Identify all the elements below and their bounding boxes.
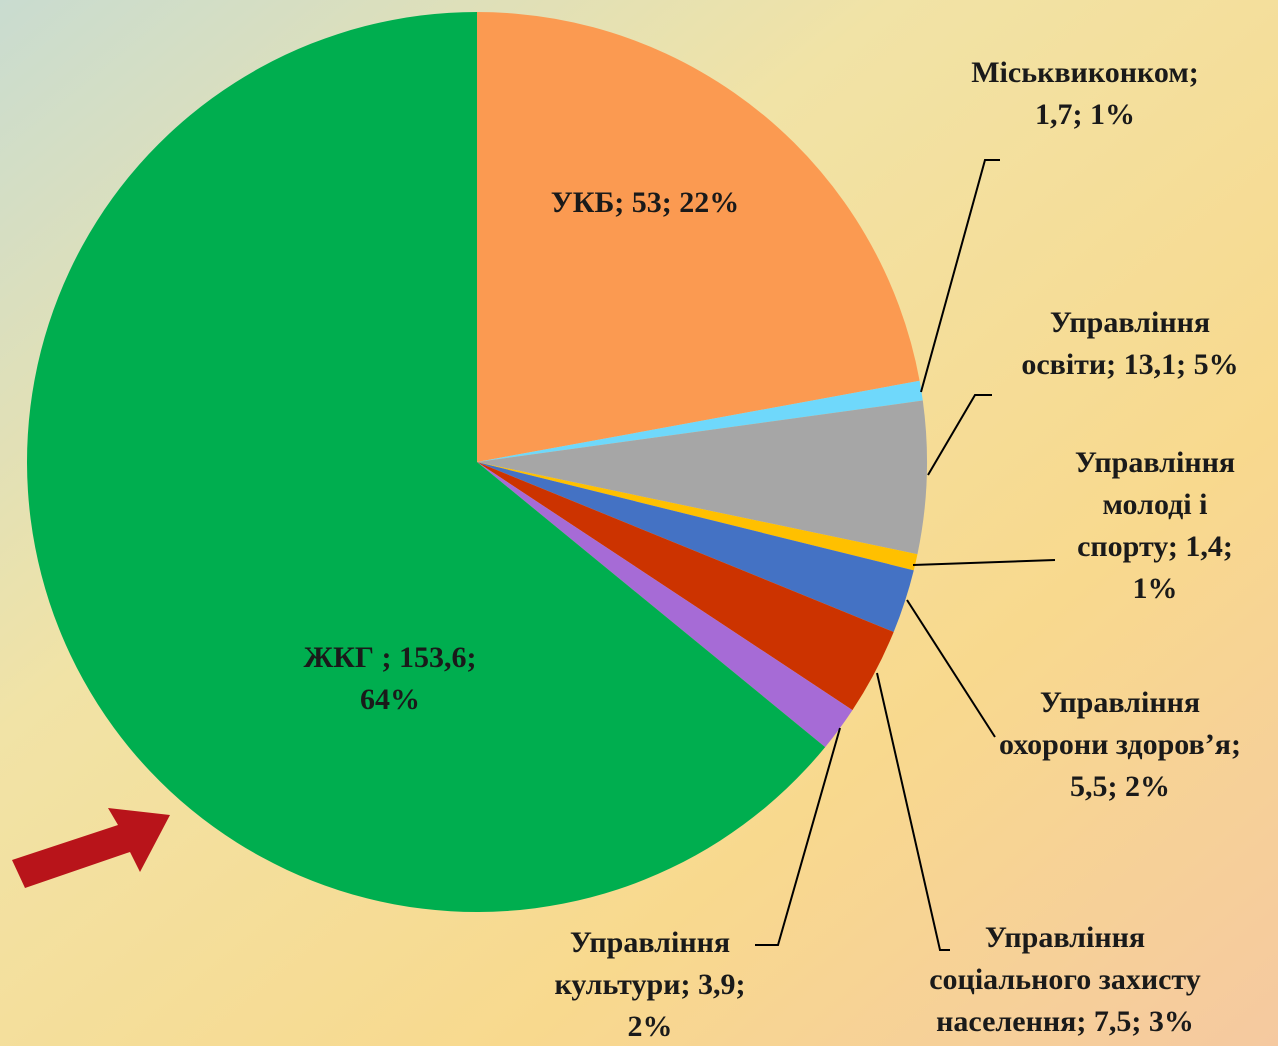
leader-line	[927, 394, 992, 476]
data-label: ЖКГ ; 153,6;	[304, 641, 477, 674]
data-label: 2%	[628, 1010, 673, 1043]
slice	[27, 12, 826, 912]
slice	[477, 462, 914, 632]
slice	[477, 462, 894, 711]
leader-line	[912, 559, 1056, 566]
data-label: 5,5; 2%	[1070, 770, 1170, 803]
data-label: охорони здоров’я;	[999, 728, 1241, 761]
arrow	[12, 808, 170, 888]
data-label: 1%	[1133, 572, 1178, 605]
data-label: УКБ; 53; 22%	[551, 186, 740, 219]
slice	[477, 400, 927, 555]
labels: УКБ; 53; 22% Міськвиконком; 1,7; 1% Управлі…	[304, 56, 1241, 1043]
data-label: освіти; 13,1; 5%	[1021, 348, 1238, 381]
data-label: соціального захисту	[929, 963, 1201, 996]
data-label: молоді і	[1103, 488, 1208, 521]
data-label: населення; 7,5; 3%	[936, 1005, 1194, 1038]
data-label: 64%	[360, 683, 420, 716]
data-label: Управління	[1050, 306, 1210, 339]
data-label: Управління	[1040, 686, 1200, 719]
leader-line	[906, 599, 996, 738]
slice	[477, 12, 920, 462]
data-label: спорту; 1,4;	[1077, 530, 1233, 563]
leader-line	[755, 727, 841, 946]
slices	[27, 12, 927, 912]
data-label: Управління	[985, 921, 1145, 954]
data-label: Міськвиконком;	[971, 56, 1199, 89]
data-label: Управління	[1075, 446, 1235, 479]
slice	[477, 462, 853, 748]
leader-line	[920, 159, 1000, 393]
data-label: 1,7; 1%	[1035, 98, 1135, 131]
slice	[477, 462, 918, 571]
slice	[477, 380, 923, 462]
data-label: культури; 3,9;	[555, 968, 746, 1001]
leader-line	[876, 672, 950, 951]
data-label: Управління	[570, 926, 730, 959]
